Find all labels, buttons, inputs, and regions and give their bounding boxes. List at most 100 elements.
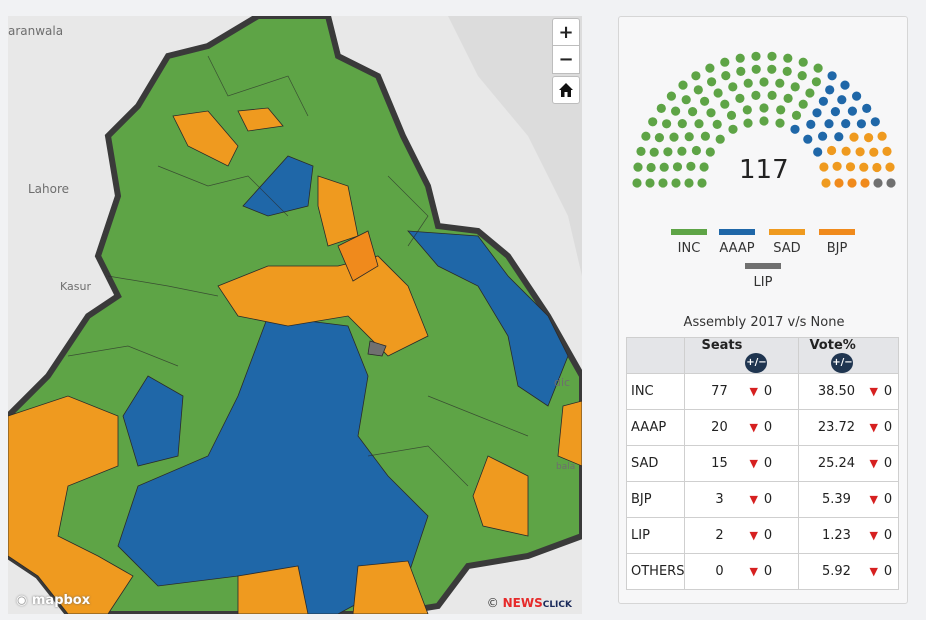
region-sad-north: [317, 175, 359, 247]
seat-dot-sad: [882, 146, 892, 156]
seats-cell: 77 ▼ 0: [684, 373, 800, 410]
legend-swatch: [671, 229, 707, 235]
seat-dot-sad: [864, 133, 874, 143]
seat-dot-inc: [678, 80, 688, 90]
seat-dot-inc: [671, 178, 681, 188]
seat-dot-inc: [636, 146, 646, 156]
legend-swatch: [769, 229, 805, 235]
seat-dot-aaap: [870, 117, 880, 127]
zoom-in-button[interactable]: +: [552, 18, 580, 46]
table-header-row: Seats +/− Vote% +/−: [625, 337, 899, 374]
seat-dot-aaap: [806, 119, 816, 129]
seat-dot-inc: [720, 57, 730, 67]
seat-dot-inc: [645, 178, 655, 188]
table-row: OTHERS 0 ▼ 0 5.92 ▼ 0: [625, 553, 899, 590]
region-sad-sw: [8, 395, 134, 614]
seat-dot-aaap: [852, 91, 862, 101]
map-canvas[interactable]: [8, 16, 582, 614]
seat-dot-inc: [712, 119, 722, 129]
seat-dot-inc: [691, 145, 701, 156]
seat-dot-sad: [872, 162, 882, 173]
vote-cell: 1.23 ▼ 0: [798, 517, 899, 554]
seat-dot-inc: [767, 64, 777, 74]
seat-dot-sad: [877, 131, 887, 141]
table-row: SAD 15 ▼ 0 25.24 ▼ 0: [625, 445, 899, 482]
vote-toggle-button[interactable]: +/−: [831, 353, 854, 373]
newsclick-credit: © NEWSCLICK: [486, 596, 572, 610]
seat-dot-aaap: [847, 106, 857, 116]
seat-dot-inc: [658, 178, 668, 188]
brand-click: CLICK: [542, 600, 572, 610]
mapbox-icon: ◉: [16, 593, 28, 608]
seat-dot-sad: [869, 147, 879, 157]
seat-dot-inc: [811, 77, 821, 87]
seat-dot-inc: [632, 178, 642, 188]
seat-dot-inc: [751, 64, 761, 74]
down-arrow-icon: ▼: [749, 493, 758, 506]
region-sad-central: [217, 255, 429, 357]
zoom-out-button[interactable]: −: [552, 46, 580, 74]
results-table: Seats +/− Vote% +/− INC 77 ▼ 0 38.50 ▼ 0 AAAP 20…: [625, 337, 899, 590]
seat-dot-inc: [783, 93, 793, 103]
seat-dot-lip: [873, 178, 883, 188]
seats-cell: 15 ▼ 0: [684, 445, 800, 482]
seat-dot-inc: [751, 51, 761, 61]
seat-dot-inc: [726, 110, 737, 120]
total-seats: 117: [739, 155, 789, 185]
party-cell: INC: [625, 373, 686, 410]
seat-dot-aaap: [856, 119, 866, 129]
seat-dot-inc: [649, 147, 659, 157]
seat-dot-inc: [686, 161, 696, 171]
seat-dot-inc: [759, 103, 769, 113]
seat-dot-inc: [691, 71, 701, 81]
seat-dot-inc: [693, 85, 703, 95]
region-bjp: [337, 230, 379, 282]
seat-dot-inc: [798, 57, 808, 67]
seat-dot-inc: [706, 108, 716, 118]
seat-dot-inc: [759, 116, 769, 126]
seat-dot-aaap: [803, 134, 813, 144]
legend-inc: INC: [665, 229, 713, 256]
seat-dot-inc: [697, 178, 707, 188]
seat-dot-inc: [783, 53, 793, 63]
down-arrow-icon: ▼: [749, 457, 758, 470]
region-sad-se: [352, 560, 429, 614]
party-cell: AAAP: [625, 409, 686, 446]
seat-dot-inc: [735, 93, 745, 103]
seat-dot-aaap: [830, 107, 840, 117]
seat-dot-inc: [813, 63, 823, 73]
seat-dot-sad: [849, 132, 859, 142]
home-button[interactable]: [552, 76, 580, 104]
legend-swatch: [719, 229, 755, 235]
seat-dot-inc: [688, 107, 698, 117]
table-title: Assembly 2017 v/s None: [683, 315, 845, 330]
vote-cell: 25.24 ▼ 0: [798, 445, 899, 482]
party-cell: OTHERS: [625, 553, 686, 590]
seat-dot-inc: [694, 119, 704, 129]
seat-dot-bjp: [847, 178, 857, 188]
table-row: INC 77 ▼ 0 38.50 ▼ 0: [625, 373, 899, 410]
seat-dot-inc: [798, 99, 808, 109]
legend-bjp: BJP: [813, 229, 861, 256]
legend-lip: LIP: [739, 263, 787, 290]
seat-dot-inc: [728, 82, 738, 92]
down-arrow-icon: ▼: [749, 565, 758, 578]
seat-dot-aaap: [790, 124, 800, 134]
down-arrow-icon: ▼: [869, 529, 878, 542]
mapbox-logo[interactable]: ◉ mapbox: [16, 593, 91, 608]
seat-dot-inc: [705, 63, 715, 73]
results-map[interactable]: aranwala Lahore Kasur dic bala + − ◉ map…: [8, 16, 582, 614]
seat-dot-inc: [677, 146, 687, 156]
seat-dot-inc: [677, 119, 687, 129]
seat-dot-inc: [648, 117, 658, 127]
seat-dot-aaap: [834, 132, 844, 142]
seat-dot-inc: [767, 90, 777, 100]
seat-dot-aaap: [840, 80, 850, 90]
seats-toggle-button[interactable]: +/−: [745, 353, 768, 373]
seat-dot-inc: [672, 162, 683, 172]
down-arrow-icon: ▼: [869, 565, 878, 578]
brand-news: NEWS: [502, 596, 543, 610]
seat-dot-inc: [767, 51, 777, 61]
region-sad-east: [472, 455, 529, 537]
seat-dot-inc: [656, 103, 666, 113]
